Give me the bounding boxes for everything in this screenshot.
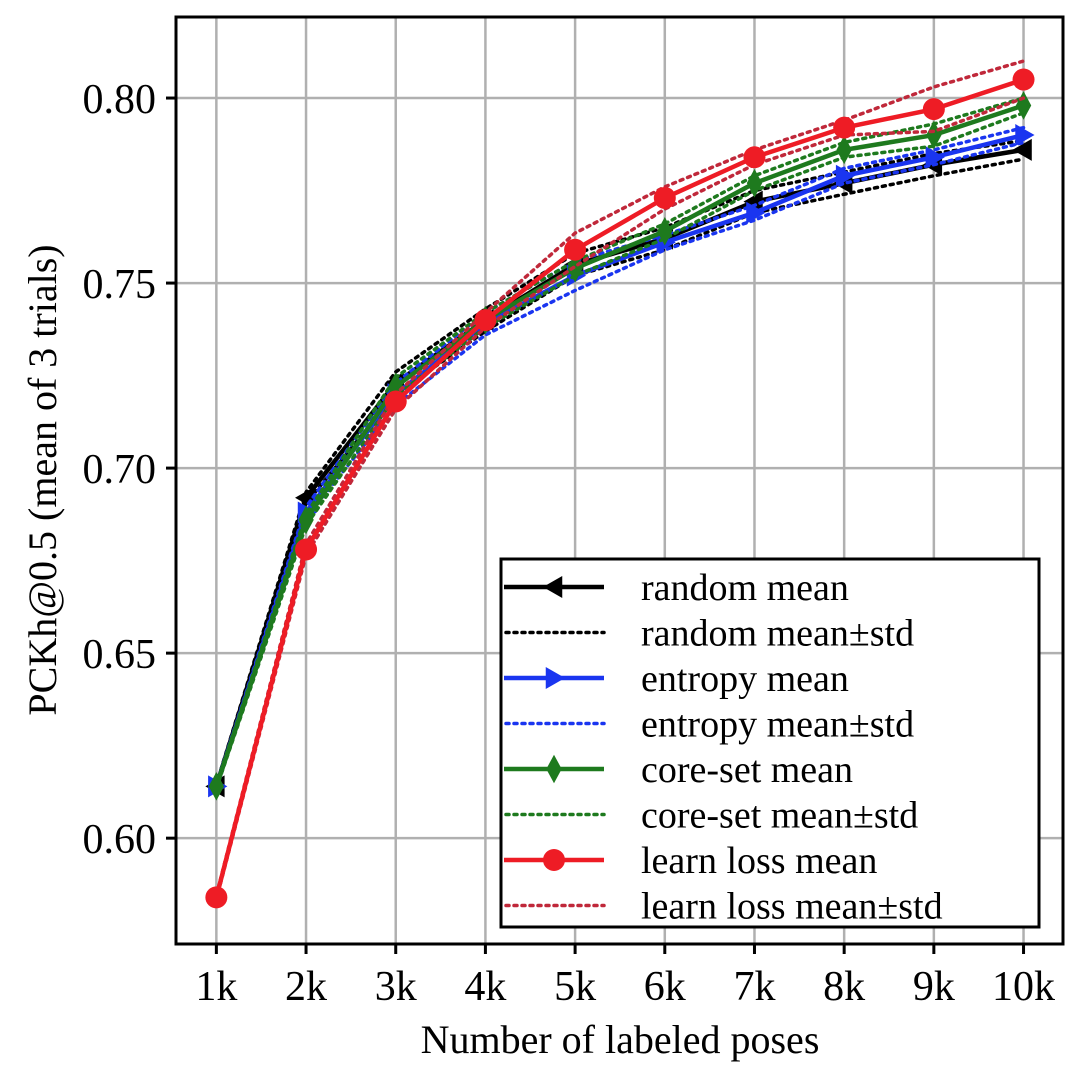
data-point: [746, 168, 763, 198]
data-point: [205, 886, 228, 909]
x-tick-label: 3k: [375, 964, 417, 1010]
mean-line: [214, 103, 1025, 788]
x-tick-label: 9k: [913, 964, 955, 1010]
data-point: [1012, 68, 1035, 91]
y-tick-label: 0.75: [83, 262, 157, 308]
data-point: [298, 505, 314, 535]
x-tick-label: 5k: [554, 964, 596, 1010]
x-tick-label: 4k: [464, 964, 506, 1010]
x-tick-label: 2k: [285, 964, 327, 1010]
legend-item: core-set mean: [504, 749, 853, 791]
legend-label: core-set mean: [641, 749, 853, 791]
series-learn-loss: [205, 59, 1035, 909]
data-point: [836, 135, 852, 165]
legend-label: entropy mean±std: [641, 704, 914, 746]
x-tick-label: 1k: [195, 964, 237, 1010]
data-point: [925, 146, 945, 169]
x-tick-label: 10k: [992, 964, 1055, 1010]
legend-label: learn loss mean±std: [641, 886, 943, 928]
legend-item: core-set mean±std: [504, 795, 918, 837]
data-point: [743, 190, 763, 213]
data-point: [295, 538, 318, 561]
data-point: [208, 772, 225, 801]
x-tick-label: 8k: [823, 964, 865, 1010]
mean-line: [214, 77, 1025, 898]
std-upper-line: [214, 138, 1026, 787]
y-tick-label: 0.80: [83, 77, 157, 123]
x-tick-label: 6k: [644, 964, 686, 1010]
legend-label: learn loss mean: [641, 840, 877, 882]
series-layer: [205, 59, 1035, 909]
data-point: [564, 238, 587, 261]
data-point: [657, 216, 673, 246]
std-lower-line: [214, 157, 1026, 790]
std-lower-line: [214, 96, 1026, 901]
data-point: [1015, 124, 1035, 147]
legend-item: entropy mean: [504, 658, 849, 700]
y-tick-label: 0.65: [83, 632, 157, 678]
legend-item: learn loss mean: [504, 840, 877, 882]
data-point: [384, 390, 407, 413]
legend-marker: [543, 576, 563, 598]
x-tick-label: 7k: [733, 964, 775, 1010]
legend-box: [499, 557, 1041, 929]
legend-marker: [546, 754, 562, 784]
data-point: [926, 120, 942, 150]
y-axis-ticks: 0.60 0.65 0.70 0.75 0.80: [83, 77, 176, 863]
legend-label: core-set mean±std: [641, 795, 918, 837]
x-axis-ticks: 1k 2k 3k 4k 5k 6k 7k 8k 9k 10k: [195, 944, 1055, 1010]
legend-item: random mean: [504, 567, 849, 609]
legend-label: random mean: [641, 567, 849, 609]
legend-marker: [543, 849, 565, 871]
y-tick-label: 0.60: [83, 817, 157, 863]
legend-item: learn loss mean±std: [504, 886, 943, 928]
grid: [176, 17, 1063, 944]
x-axis-label: Number of labeled poses: [421, 1017, 820, 1062]
data-point: [835, 164, 856, 187]
legend-label: random mean±std: [641, 613, 914, 655]
data-point: [653, 186, 676, 209]
plot-frame: [174, 15, 1065, 946]
y-tick-label: 0.70: [83, 447, 157, 493]
data-point: [474, 309, 497, 332]
legend-label: entropy mean: [641, 658, 849, 700]
data-point: [746, 201, 766, 224]
data-point: [1015, 91, 1032, 120]
y-axis-label: PCKh@0.5 (mean of 3 trials): [20, 244, 65, 715]
legend-item: entropy mean±std: [504, 704, 914, 746]
std-upper-line: [214, 59, 1026, 898]
legend-marker: [545, 667, 565, 689]
data-point: [922, 98, 945, 121]
legend-item: random mean±std: [504, 613, 914, 655]
data-point: [833, 116, 856, 139]
data-point: [1012, 138, 1032, 161]
data-point: [743, 146, 766, 169]
std-lower-line: [214, 111, 1026, 790]
